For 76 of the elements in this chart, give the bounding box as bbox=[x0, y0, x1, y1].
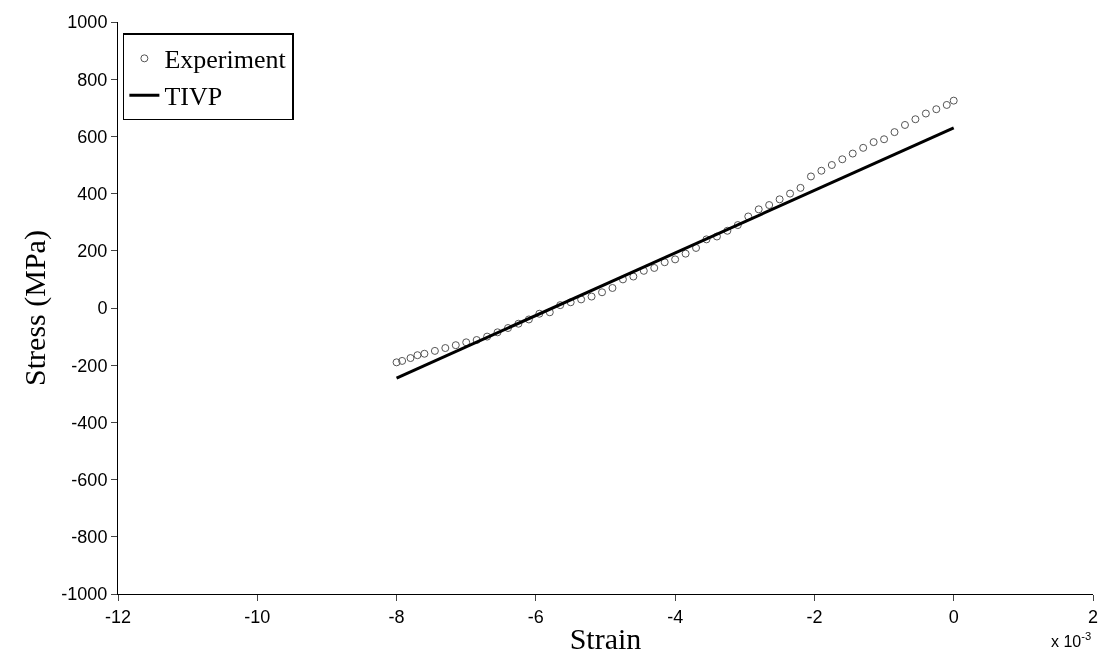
point bbox=[733, 221, 742, 230]
x-tick-label: -2 bbox=[806, 606, 823, 627]
point bbox=[413, 351, 422, 360]
point bbox=[921, 109, 930, 118]
point bbox=[587, 292, 596, 301]
point bbox=[890, 128, 899, 137]
x-tick-label: -8 bbox=[388, 606, 405, 627]
point bbox=[949, 96, 958, 105]
point bbox=[869, 138, 878, 147]
x-tick-label: -6 bbox=[527, 606, 544, 627]
text: x 10$^{-3}$ bbox=[1051, 630, 1092, 650]
x-tick-label: -4 bbox=[667, 606, 684, 627]
y-tick-label: 800 bbox=[77, 69, 108, 90]
point bbox=[650, 263, 659, 272]
point bbox=[577, 295, 586, 304]
x-tick-label: -12 bbox=[104, 606, 132, 627]
x-tick-label: -10 bbox=[244, 606, 271, 627]
point bbox=[880, 135, 889, 144]
point bbox=[806, 172, 815, 181]
y-tick-label: -600 bbox=[71, 469, 108, 490]
y-tick-label: 600 bbox=[77, 126, 108, 147]
point bbox=[420, 349, 429, 358]
point bbox=[598, 288, 607, 297]
point bbox=[556, 301, 565, 310]
point bbox=[514, 319, 523, 328]
point bbox=[671, 255, 680, 264]
point bbox=[754, 205, 763, 214]
point bbox=[786, 189, 795, 198]
point bbox=[765, 201, 774, 210]
point bbox=[859, 143, 868, 152]
x-tick-label: 2 bbox=[1087, 606, 1099, 627]
point bbox=[712, 232, 721, 241]
y-tick-label: -1000 bbox=[61, 584, 108, 605]
legend-label: TIVP bbox=[164, 82, 223, 112]
y-tick-label: -200 bbox=[71, 355, 108, 376]
point bbox=[493, 328, 502, 337]
point bbox=[827, 161, 836, 169]
point bbox=[723, 226, 732, 235]
legend-label: Experiment bbox=[164, 45, 287, 75]
point bbox=[406, 354, 415, 363]
point bbox=[900, 120, 909, 129]
y-tick-label: -800 bbox=[71, 527, 108, 548]
point bbox=[775, 195, 784, 204]
point bbox=[817, 166, 826, 175]
point bbox=[430, 346, 439, 355]
point bbox=[942, 100, 951, 109]
point bbox=[392, 358, 401, 367]
point bbox=[932, 105, 941, 114]
y-axis-title: Stress (MPa) bbox=[18, 230, 53, 386]
point bbox=[504, 324, 512, 333]
point bbox=[462, 338, 471, 347]
point bbox=[451, 341, 460, 350]
point bbox=[660, 258, 669, 267]
point bbox=[911, 115, 920, 124]
point bbox=[398, 356, 407, 365]
point bbox=[524, 315, 533, 324]
point bbox=[441, 344, 450, 353]
y-tick-label: 200 bbox=[77, 241, 108, 262]
y-tick-label: -400 bbox=[71, 412, 108, 433]
point bbox=[796, 183, 805, 192]
point bbox=[681, 249, 690, 258]
point bbox=[692, 243, 701, 252]
point bbox=[848, 149, 857, 158]
y-tick-label: 1000 bbox=[67, 12, 108, 33]
point bbox=[838, 155, 847, 164]
point bbox=[702, 235, 711, 244]
point bbox=[629, 272, 638, 281]
y-tick-label: 0 bbox=[97, 298, 108, 319]
point bbox=[472, 336, 481, 345]
x-tick-label: 0 bbox=[948, 606, 959, 627]
x-axis-title: Strain bbox=[569, 622, 642, 656]
point bbox=[483, 332, 492, 341]
y-tick-label: 400 bbox=[77, 183, 108, 204]
point bbox=[535, 309, 544, 318]
point bbox=[566, 298, 575, 307]
point bbox=[608, 283, 617, 292]
